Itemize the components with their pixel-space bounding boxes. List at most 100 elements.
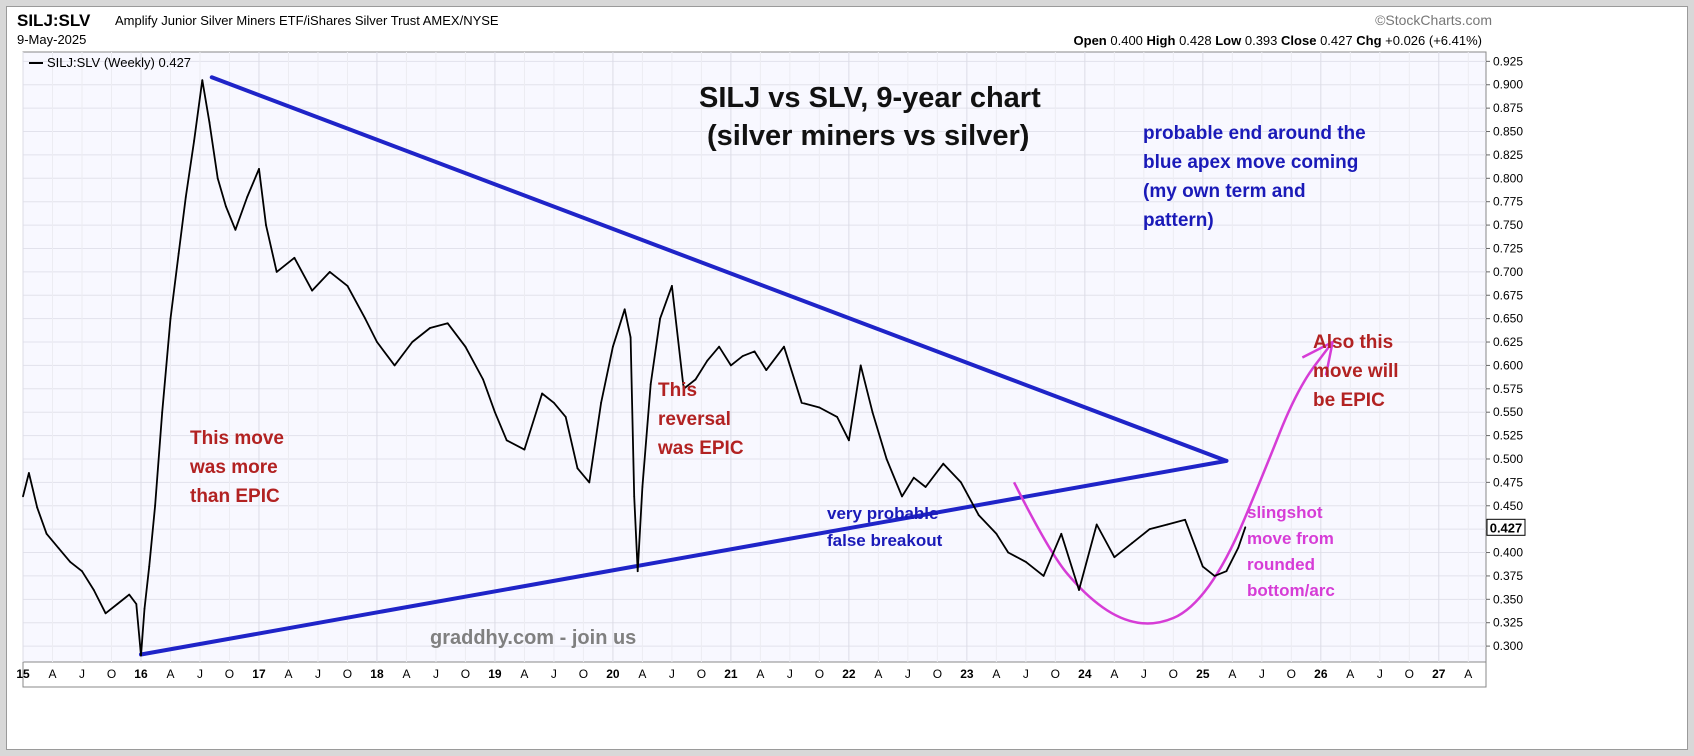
x-tick-label: 26 [1314,667,1328,681]
x-tick-label: 17 [252,667,266,681]
series-point [871,411,874,414]
series-point [45,532,48,535]
x-tick-label: O [461,667,470,681]
symbol-description: Amplify Junior Silver Miners ETF/iShares… [115,13,499,28]
series-point [588,481,591,484]
series-point [225,205,227,208]
x-tick-label: 21 [724,667,738,681]
y-tick-label: 0.600 [1493,358,1523,372]
low-label: Low [1215,33,1242,48]
x-tick-label: A [166,667,174,681]
chart-svg: SILJ:SLV Amplify Junior Silver Miners ET… [16,11,1526,688]
series-point [104,612,107,615]
series-point [901,495,903,498]
x-tick-label: J [1023,667,1029,681]
series-point [1042,575,1045,577]
y-tick-label: 0.725 [1493,241,1523,255]
series-point [1244,526,1247,529]
y-tick-label: 0.775 [1493,195,1523,209]
legend-label: SILJ:SLV (Weekly) 0.427 [47,55,191,70]
series-point [446,322,449,325]
series-point [128,593,131,596]
projection-arrowhead [1301,339,1335,376]
series-point [564,416,567,418]
series-point [671,285,673,287]
series-point [57,547,60,549]
x-tick-label: A [1110,667,1118,681]
series-point [22,495,24,498]
annotation-reversal-2020: This reversal was EPIC [657,380,744,459]
x-tick-label: A [520,667,528,681]
y-tick-label: 0.925 [1493,54,1523,68]
projection-arc [1012,339,1335,625]
series-point [523,448,526,451]
series-point [1113,556,1116,559]
series-point [600,401,602,404]
series-point [836,416,838,418]
series-point [659,317,661,320]
y-tick-label: 0.625 [1493,335,1523,349]
annotation-website: graddhy.com - join us [430,627,636,649]
series-point [629,336,632,339]
series-point [169,317,172,320]
chg-value: +0.026 (+6.41%) [1385,33,1482,48]
x-tick-label: J [1377,667,1383,681]
series-point [859,364,862,367]
series-point [161,411,164,414]
y-tick-label: 0.700 [1493,265,1523,279]
x-axis-strip [22,661,1487,688]
open-value: 0.400 [1110,33,1143,48]
x-tick-label: O [107,667,116,681]
y-tick-label: 0.875 [1493,101,1523,115]
series-point [1148,528,1151,530]
series-point [346,285,349,287]
y-tick-label: 0.475 [1493,475,1523,489]
series-point [193,140,196,142]
series-point [942,462,945,465]
series-point [464,345,467,348]
x-tick-label: O [343,667,352,681]
annotation-false-breakout: very probable false breakout [827,504,943,550]
x-tick-label: A [1228,667,1236,681]
series-point [706,359,709,362]
series-point [135,603,138,605]
chart-date: 9-May-2025 [17,32,86,47]
series-point [143,607,146,610]
series-point [848,439,850,442]
y-tick-label: 0.325 [1493,616,1523,630]
series-point [1201,565,1204,568]
x-tick-label: O [815,667,824,681]
x-tick-label: 22 [842,667,856,681]
series-point [1213,575,1216,577]
x-tick-label: 23 [960,667,974,681]
ohlc-readout: Open 0.400 High 0.428 Low 0.393 Close 0.… [1074,33,1482,48]
x-tick-label: O [697,667,706,681]
x-tick-label: A [1464,667,1472,681]
series-point [960,481,962,484]
series-point [885,458,888,460]
series-point [1078,589,1080,591]
x-tick-label: J [787,667,793,681]
x-tick-label: 27 [1432,667,1446,681]
x-tick-label: J [315,667,321,681]
series-point [1060,532,1063,535]
series-point [1237,547,1240,549]
series-point [741,355,744,357]
series-point [1007,551,1010,554]
series-point [494,411,496,414]
series-point [1184,518,1186,521]
x-tick-label: O [1169,667,1178,681]
annotation-title-line1: SILJ vs SLV, 9-year chart [699,82,1041,114]
series-point [201,79,204,81]
y-tick-label: 0.850 [1493,125,1523,139]
series-point [505,439,508,442]
series-point [364,317,367,320]
x-tick-label: O [225,667,234,681]
series-point [1166,523,1169,526]
x-tick-label: J [905,667,911,681]
open-label: Open [1074,33,1107,48]
chg-label: Chg [1356,33,1381,48]
series-point [1025,561,1027,563]
series-point [718,345,720,348]
x-tick-label: 19 [488,667,502,681]
